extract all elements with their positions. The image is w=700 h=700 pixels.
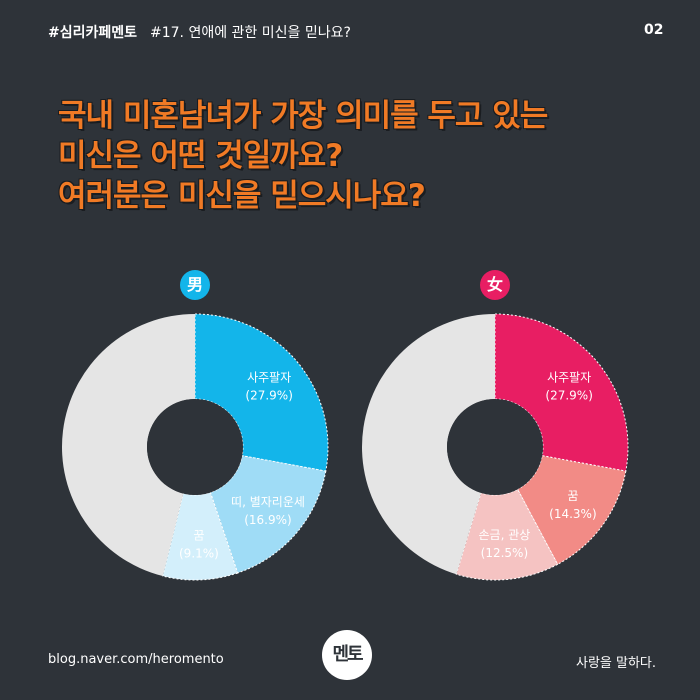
- donut-hole: [447, 399, 543, 495]
- footer-blog-url[interactable]: blog.naver.com/heromento: [48, 652, 224, 667]
- mento-logo: 멘토: [322, 630, 372, 680]
- donut-hole: [147, 399, 243, 495]
- donut-slice-0-3: [62, 314, 195, 577]
- footer-slogan: 사랑을 말하다.: [576, 656, 657, 671]
- brand-tag: #심리카페멘토: [48, 25, 138, 41]
- slice-name-label: 띠, 별자리운세: [231, 495, 305, 509]
- donut-slice-1-2: [455, 488, 559, 581]
- slice-name-label: 꿈: [193, 528, 204, 542]
- slice-name-label: 사주팔자: [547, 370, 591, 384]
- donut-slice-1-3: [362, 314, 495, 575]
- donut-slice-1-1: [516, 455, 627, 566]
- top-bar: #심리카페멘토 #17. 연애에 관한 미신을 믿나요? 02: [0, 22, 700, 46]
- headline-line-3: 여러분은 미신을 믿으시나요?: [58, 178, 426, 214]
- female-donut-chart: 사주팔자 (27.9%) 꿈 (14.3%) 손금, 관상 (12.5%): [362, 313, 629, 581]
- donut-slice-0-1: [209, 455, 327, 574]
- headline-line-2: 미신은 어떤 것일까요?: [58, 138, 343, 174]
- headline-line-1: 국내 미혼남녀가 가장 의미를 두고 있는: [58, 98, 548, 134]
- slice-percent-label: (9.1%): [179, 546, 219, 560]
- donut-slice-1-0: [494, 313, 629, 472]
- slice-percent-label: (14.3%): [549, 507, 596, 521]
- slice-name-label: 손금, 관상: [478, 528, 530, 542]
- headline: 국내 미혼남녀가 가장 의미를 두고 있는 미신은 어떤 것일까요? 여러분은 …: [58, 96, 658, 216]
- issue-title: #17. 연애에 관한 미신을 믿나요?: [150, 25, 351, 41]
- slice-name-label: 꿈: [567, 489, 578, 503]
- slice-percent-label: (12.5%): [481, 546, 528, 560]
- donut-slice-0-0: [194, 313, 329, 472]
- female-badge: 女: [480, 270, 510, 300]
- male-badge: 男: [180, 270, 210, 300]
- male-donut-chart: 사주팔자 (27.9%) 띠, 별자리운세 (16.9%) 꿈 (9.1%): [62, 313, 329, 581]
- slice-percent-label: (16.9%): [244, 513, 291, 527]
- page-number: 02: [644, 22, 664, 38]
- slice-name-label: 사주팔자: [247, 370, 291, 384]
- slice-percent-label: (27.9%): [245, 388, 292, 402]
- slice-percent-label: (27.9%): [545, 388, 592, 402]
